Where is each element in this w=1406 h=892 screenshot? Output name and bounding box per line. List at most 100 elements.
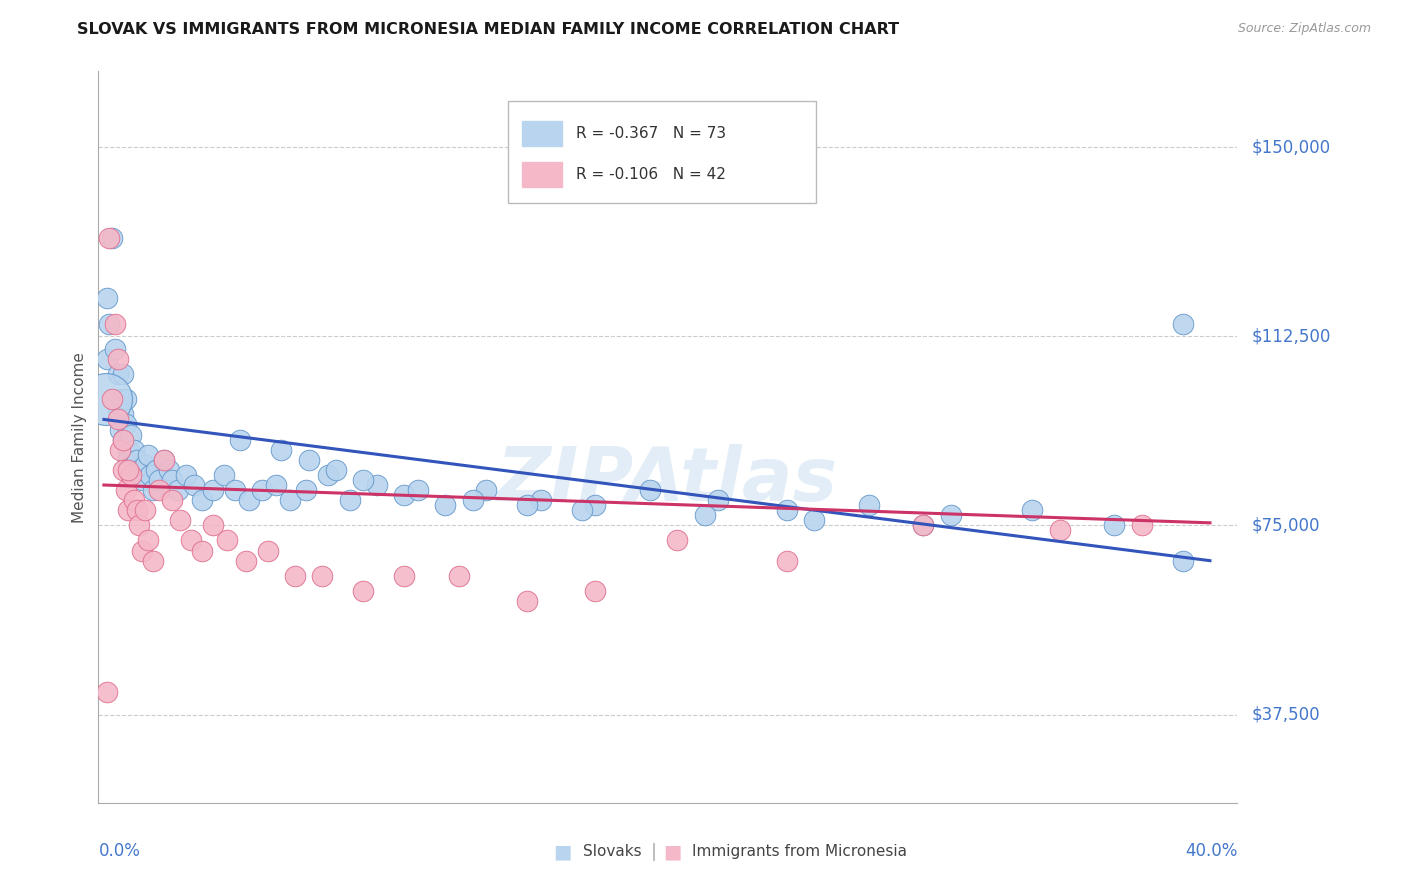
Point: [858, 498, 880, 512]
Point: [114, 483, 136, 497]
Point: [136, 448, 159, 462]
Point: [111, 433, 134, 447]
Point: [104, 317, 127, 331]
Point: [1021, 503, 1043, 517]
Point: [447, 569, 470, 583]
Point: [117, 452, 139, 467]
Point: [215, 533, 238, 548]
Point: [183, 478, 205, 492]
Point: [107, 351, 129, 366]
Point: [264, 478, 287, 492]
Point: [339, 493, 361, 508]
Text: Source: ZipAtlas.com: Source: ZipAtlas.com: [1237, 22, 1371, 36]
Point: [111, 463, 134, 477]
Point: [516, 594, 538, 608]
Point: [125, 503, 148, 517]
Point: [136, 533, 159, 548]
Point: [110, 392, 132, 407]
Point: [110, 423, 132, 437]
Point: [585, 498, 607, 512]
Point: [101, 392, 124, 407]
Point: [1171, 554, 1194, 568]
Point: [475, 483, 498, 497]
Point: [191, 493, 214, 508]
Point: [394, 569, 416, 583]
Text: R = -0.367   N = 73: R = -0.367 N = 73: [575, 126, 725, 141]
Point: [256, 543, 278, 558]
Point: [117, 442, 139, 457]
Point: [111, 367, 134, 381]
Point: [298, 452, 321, 467]
Point: [117, 463, 139, 477]
Text: ■: ■: [553, 842, 572, 862]
Point: [128, 518, 150, 533]
Point: [912, 518, 935, 533]
Point: [153, 452, 176, 467]
Bar: [522, 120, 562, 146]
Point: [434, 498, 457, 512]
Point: [139, 467, 162, 482]
Point: [148, 473, 170, 487]
Point: [775, 503, 797, 517]
Point: [229, 433, 252, 447]
Text: $150,000: $150,000: [1251, 138, 1330, 156]
Bar: [522, 161, 562, 187]
Point: [128, 463, 150, 477]
Point: [295, 483, 318, 497]
Point: [693, 508, 716, 523]
Point: [252, 483, 274, 497]
Point: [366, 478, 388, 492]
Point: [1049, 524, 1071, 538]
Point: [114, 392, 136, 407]
Point: [117, 503, 139, 517]
Point: [120, 427, 142, 442]
Point: [1171, 317, 1194, 331]
Text: R = -0.106   N = 42: R = -0.106 N = 42: [575, 167, 725, 182]
Point: [98, 231, 121, 245]
Point: [122, 463, 145, 477]
Point: [394, 488, 416, 502]
Point: [160, 493, 183, 508]
Point: [159, 463, 181, 477]
Point: [707, 493, 730, 508]
Point: [803, 513, 825, 527]
Point: [1130, 518, 1153, 533]
Point: [96, 351, 118, 366]
Point: [107, 402, 129, 417]
Text: Immigrants from Micronesia: Immigrants from Micronesia: [692, 845, 907, 859]
Point: [316, 467, 339, 482]
Point: [278, 493, 301, 508]
Point: [96, 291, 118, 305]
Point: [1104, 518, 1126, 533]
Point: [96, 685, 118, 699]
Point: [160, 473, 183, 487]
Point: [912, 518, 935, 533]
Point: [120, 458, 142, 472]
Text: 40.0%: 40.0%: [1185, 842, 1237, 860]
Point: [153, 452, 176, 467]
Point: [238, 493, 260, 508]
Point: [666, 533, 689, 548]
Point: [169, 513, 191, 527]
Point: [101, 231, 124, 245]
Point: [202, 518, 225, 533]
Point: [530, 493, 553, 508]
Point: [110, 442, 132, 457]
Point: [585, 583, 607, 598]
Text: Slovaks: Slovaks: [583, 845, 643, 859]
Point: [98, 317, 121, 331]
Point: [148, 483, 170, 497]
Point: [224, 483, 246, 497]
Point: [174, 467, 197, 482]
Point: [134, 503, 156, 517]
Text: $37,500: $37,500: [1251, 706, 1320, 723]
Point: [284, 569, 307, 583]
Point: [120, 467, 142, 482]
Point: [125, 452, 148, 467]
Point: [406, 483, 429, 497]
Text: |: |: [651, 843, 657, 861]
Point: [111, 408, 134, 422]
Point: [107, 412, 129, 426]
Point: [212, 467, 235, 482]
Text: 0.0%: 0.0%: [98, 842, 141, 860]
